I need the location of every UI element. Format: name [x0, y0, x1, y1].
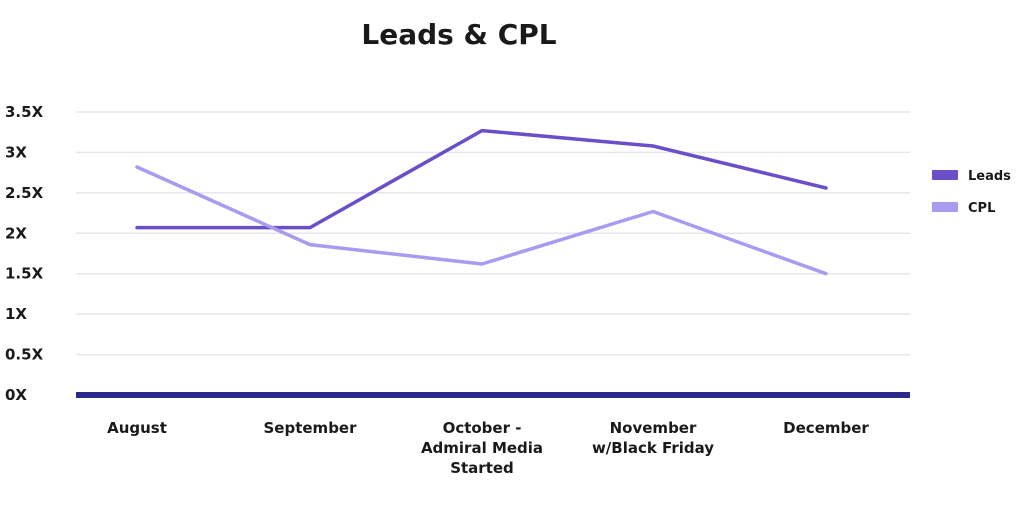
x-tick-label: December	[783, 419, 869, 437]
legend-label-leads: Leads	[968, 169, 1011, 184]
y-tick-label: 1X	[5, 305, 27, 323]
legend-swatch-cpl	[932, 202, 958, 212]
y-tick-label: 2X	[5, 224, 27, 242]
gridlines	[76, 111, 910, 356]
legend: Leads CPL	[932, 169, 1011, 216]
plot-area	[135, 128, 828, 276]
y-tick-label: 0.5X	[5, 346, 44, 364]
series-line-cpl	[135, 165, 828, 276]
chart-title: Leads & CPL	[361, 18, 556, 51]
y-tick-label: 0X	[5, 386, 27, 404]
x-tick-label: August	[107, 419, 167, 437]
legend-swatch-leads	[932, 170, 958, 180]
x-tick-label: September	[264, 419, 358, 437]
y-tick-label: 1.5X	[5, 265, 44, 283]
y-axis: 0X 0.5X 1X 1.5X 2X 2.5X 3X 3.5X	[5, 103, 44, 404]
x-tick-label: October -Admiral Media Started	[421, 419, 543, 477]
legend-label-cpl: CPL	[968, 201, 995, 216]
series-line-leads	[135, 128, 828, 230]
y-tick-label: 3X	[5, 143, 27, 161]
y-tick-label: 2.5X	[5, 184, 44, 202]
x-tick-label: November w/Black Friday	[592, 419, 714, 457]
y-tick-label: 3.5X	[5, 103, 44, 121]
x-axis: August September October -Admiral Media Sta…	[76, 392, 910, 477]
